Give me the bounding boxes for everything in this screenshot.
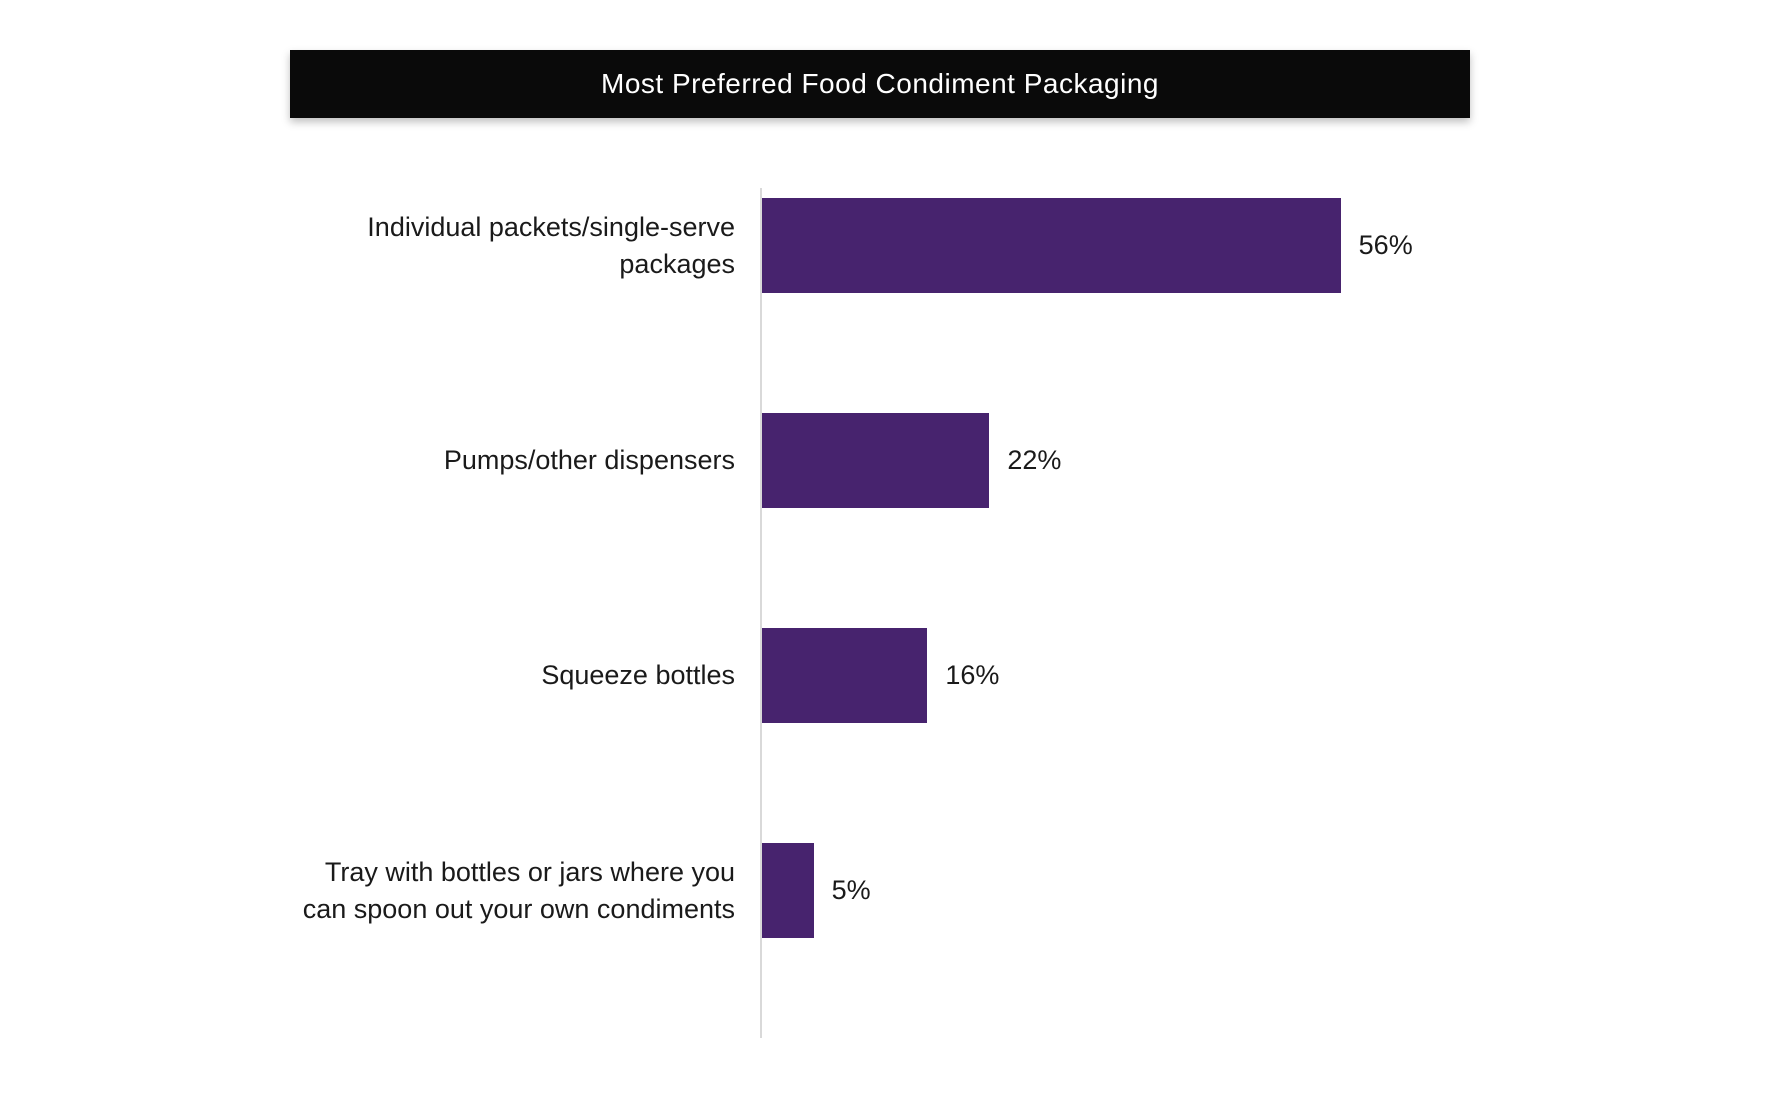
bar-wrap: 22% <box>762 413 1061 508</box>
bar-wrap: 56% <box>762 198 1413 293</box>
bar-row: Pumps/other dispensers 22% <box>290 413 1470 508</box>
chart-title: Most Preferred Food Condiment Packaging <box>290 50 1470 118</box>
bar-label: Tray with bottles or jars where you can … <box>290 854 745 927</box>
bar <box>762 843 814 938</box>
bar <box>762 198 1341 293</box>
bar-value: 16% <box>945 660 999 691</box>
plot-area: Individual packets/single-serve packages… <box>290 188 1470 1038</box>
bar-value: 56% <box>1359 230 1413 261</box>
bar-label: Squeeze bottles <box>290 657 745 693</box>
bar-label: Pumps/other dispensers <box>290 442 745 478</box>
bar-wrap: 16% <box>762 628 999 723</box>
bar-row: Tray with bottles or jars where you can … <box>290 843 1470 938</box>
bar-value: 5% <box>832 875 871 906</box>
bar-label: Individual packets/single-serve packages <box>290 209 745 282</box>
bar-value: 22% <box>1007 445 1061 476</box>
chart-container: Most Preferred Food Condiment Packaging … <box>290 50 1470 1038</box>
bar <box>762 628 927 723</box>
bar-row: Individual packets/single-serve packages… <box>290 198 1470 293</box>
bar-wrap: 5% <box>762 843 871 938</box>
bar-row: Squeeze bottles 16% <box>290 628 1470 723</box>
bar <box>762 413 989 508</box>
